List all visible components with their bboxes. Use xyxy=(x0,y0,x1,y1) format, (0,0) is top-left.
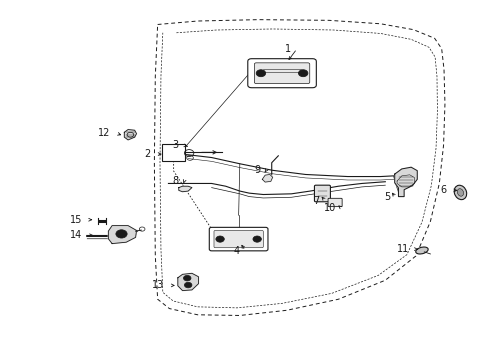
Text: 13: 13 xyxy=(152,280,164,291)
Circle shape xyxy=(298,70,307,77)
Text: 7: 7 xyxy=(313,196,319,206)
Text: 2: 2 xyxy=(144,149,150,159)
Ellipse shape xyxy=(415,247,427,254)
Polygon shape xyxy=(108,226,136,244)
FancyBboxPatch shape xyxy=(327,198,342,207)
Text: 10: 10 xyxy=(323,203,335,213)
Ellipse shape xyxy=(453,185,466,200)
Text: 15: 15 xyxy=(70,215,82,225)
FancyBboxPatch shape xyxy=(214,230,263,248)
Ellipse shape xyxy=(456,189,463,196)
Text: 11: 11 xyxy=(396,244,408,254)
FancyBboxPatch shape xyxy=(254,63,309,84)
FancyBboxPatch shape xyxy=(209,228,267,251)
Circle shape xyxy=(183,275,191,281)
Text: 3: 3 xyxy=(172,140,179,150)
FancyBboxPatch shape xyxy=(247,59,316,88)
Text: 8: 8 xyxy=(172,176,179,186)
FancyBboxPatch shape xyxy=(314,185,330,202)
Text: 5: 5 xyxy=(383,192,389,202)
Polygon shape xyxy=(178,273,198,291)
Text: 4: 4 xyxy=(233,246,239,256)
Circle shape xyxy=(215,236,224,242)
Polygon shape xyxy=(179,186,191,192)
Text: 9: 9 xyxy=(254,165,261,175)
Bar xyxy=(162,144,184,161)
Circle shape xyxy=(256,70,265,77)
Text: 6: 6 xyxy=(439,185,446,195)
Text: 12: 12 xyxy=(98,129,110,138)
Text: 1: 1 xyxy=(285,44,291,54)
Polygon shape xyxy=(262,175,272,182)
Circle shape xyxy=(184,282,191,288)
Circle shape xyxy=(252,236,261,242)
Text: 14: 14 xyxy=(70,230,82,240)
Polygon shape xyxy=(394,167,416,197)
Circle shape xyxy=(116,230,127,238)
Polygon shape xyxy=(124,130,136,140)
